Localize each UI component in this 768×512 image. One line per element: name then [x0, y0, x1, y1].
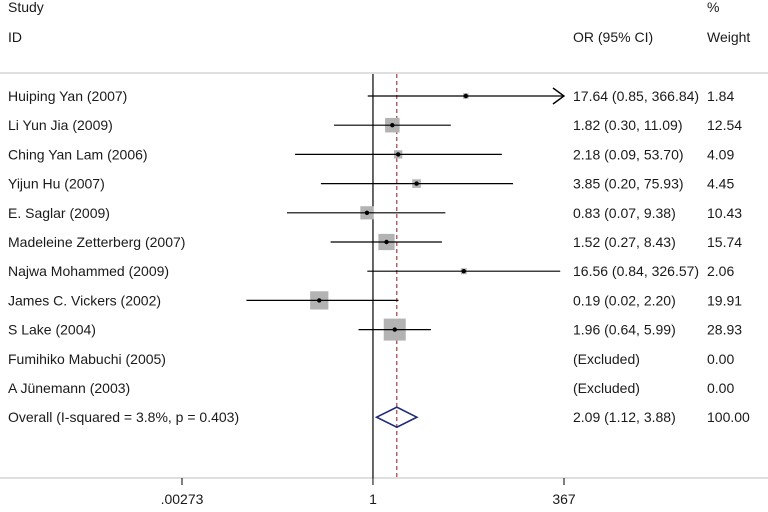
x-tick-label: .00273 [161, 491, 204, 507]
ci-truncation-arrow [552, 87, 566, 105]
study-weight: 4.09 [707, 146, 734, 162]
study-or-ci: (Excluded) [573, 351, 640, 367]
study-name: A Jünemann (2003) [8, 380, 130, 396]
study-or-ci: 0.19 (0.02, 2.20) [573, 292, 676, 308]
study-point-estimate [364, 210, 370, 215]
study-or-ci: 0.83 (0.07, 9.38) [573, 205, 676, 221]
study-name: E. Saglar (2009) [8, 205, 110, 221]
study-point-estimate [461, 269, 466, 274]
study-or-ci: 2.18 (0.09, 53.70) [573, 146, 684, 162]
study-point-estimate [390, 123, 395, 128]
header-study: Study [8, 0, 44, 15]
study-point-estimate [317, 298, 322, 303]
study-weight: 1.84 [707, 88, 734, 104]
study-weight: 15.74 [707, 234, 742, 250]
study-name: Huiping Yan (2007) [8, 88, 127, 104]
study-weight: 19.91 [707, 292, 742, 308]
study-or-ci: 3.85 (0.20, 75.93) [573, 176, 684, 192]
study-point-estimate [395, 152, 401, 157]
overall-weight: 100.00 [707, 409, 750, 425]
study-point-estimate [392, 327, 397, 332]
study-point-estimate [463, 93, 469, 99]
study-point-estimate [384, 239, 389, 245]
study-name: Madeleine Zetterberg (2007) [8, 234, 185, 250]
study-weight: 0.00 [707, 351, 734, 367]
study-name: James C. Vickers (2002) [8, 292, 161, 308]
study-weight: 4.45 [707, 176, 734, 192]
study-point-estimate [414, 181, 419, 186]
study-weight: 2.06 [707, 263, 734, 279]
overall-or-ci: 2.09 (1.12, 3.88) [573, 409, 676, 425]
study-weight: 28.93 [707, 322, 742, 338]
study-or-ci: 17.64 (0.85, 366.84) [573, 88, 699, 104]
study-name: Yijun Hu (2007) [8, 176, 105, 192]
study-or-ci: 16.56 (0.84, 326.57) [573, 263, 699, 279]
study-or-ci: 1.82 (0.30, 11.09) [573, 117, 682, 133]
x-tick-label: 367 [552, 491, 576, 507]
study-weight: 0.00 [707, 380, 734, 396]
header-weight-percent: % [707, 0, 719, 15]
study-name: Ching Yan Lam (2006) [8, 146, 148, 162]
study-name: Li Yun Jia (2009) [8, 117, 113, 133]
study-name: S Lake (2004) [8, 322, 96, 338]
study-or-ci: 1.52 (0.27, 8.43) [573, 234, 676, 250]
study-or-ci: (Excluded) [573, 380, 640, 396]
study-or-ci: 1.96 (0.64, 5.99) [573, 322, 676, 338]
chart-marks [246, 74, 566, 478]
study-name: Fumihiko Mabuchi (2005) [8, 351, 166, 367]
study-name: Najwa Mohammed (2009) [8, 263, 169, 279]
header-or: OR (95% CI) [573, 29, 653, 45]
header-weight: Weight [707, 29, 750, 45]
study-weight: 10.43 [707, 205, 742, 221]
overall-label: Overall (I-squared = 3.8%, p = 0.403) [8, 409, 239, 425]
study-weight: 12.54 [707, 117, 742, 133]
overall-diamond [374, 406, 419, 429]
x-axis-ticks: .00273 1 367 [161, 478, 576, 507]
header-id: ID [8, 29, 22, 45]
study-rows: Huiping Yan (2007) 17.64 (0.85, 366.84) 1.… [8, 88, 750, 425]
x-tick-label: 1 [369, 491, 377, 507]
